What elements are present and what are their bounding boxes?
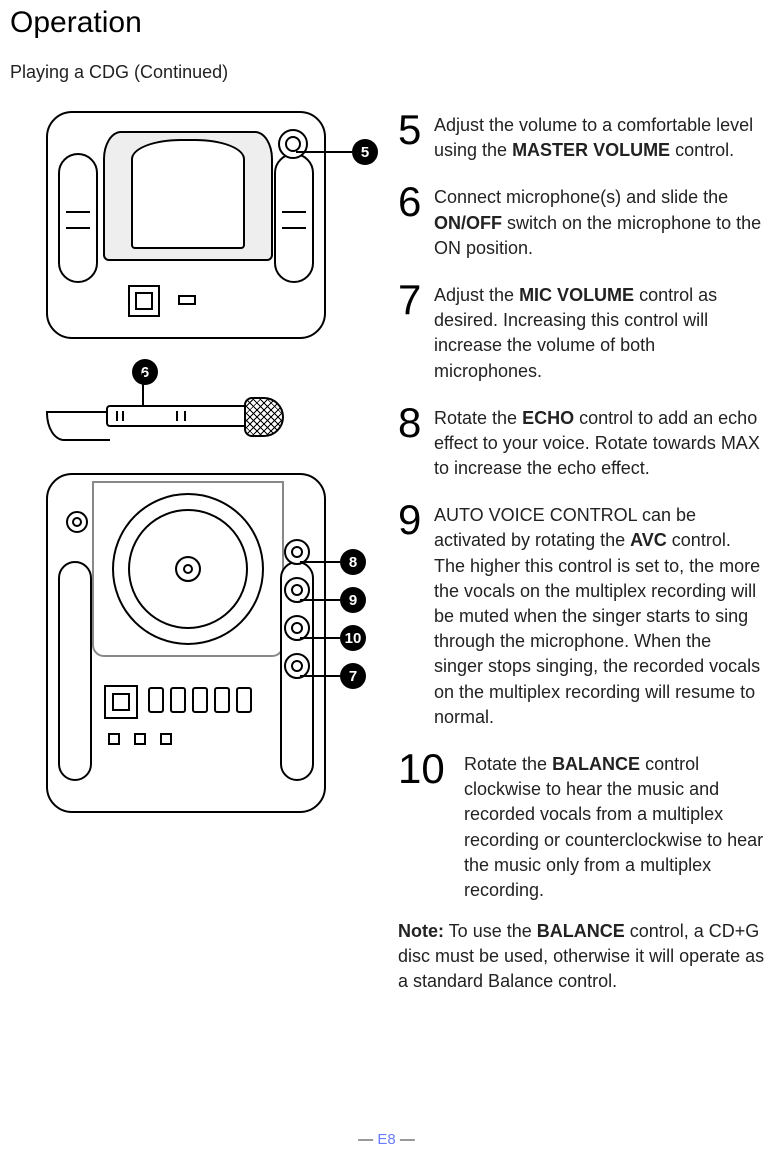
microphone-illustration: 6 [46, 373, 326, 459]
callout-7: 7 [300, 663, 366, 689]
device-top-illustration: 5 [10, 111, 380, 339]
step-number: 6 [398, 183, 426, 221]
callout-9: 9 [300, 587, 366, 613]
callout-6: 6 [132, 359, 158, 385]
device-bottom-illustration: 8 9 10 7 [10, 473, 380, 813]
callout-dot: 8 [340, 549, 366, 575]
page-number: E8 [377, 1131, 395, 1148]
step-text: Adjust the MIC VOLUME control as desired… [434, 281, 765, 384]
microphone-head-icon [244, 397, 284, 437]
leader-line [300, 675, 340, 677]
callout-dot: 9 [340, 587, 366, 613]
device-handle-left [58, 153, 98, 283]
callout-dot: 6 [132, 359, 158, 385]
step-8: 8 Rotate the ECHO control to add an echo… [398, 404, 765, 482]
device-handle-right [274, 153, 314, 283]
step-5: 5 Adjust the volume to a comfortable lev… [398, 111, 765, 163]
leader-line [142, 373, 144, 405]
step-number: 5 [398, 111, 426, 149]
step-number: 10 [398, 750, 456, 788]
leader-line [300, 561, 340, 563]
step-6: 6 Connect microphone(s) and slide the ON… [398, 183, 765, 261]
microphone-cable-icon [46, 411, 110, 441]
step-10: 10 Rotate the BALANCE control clockwise … [398, 750, 765, 903]
device-top [46, 111, 326, 339]
device-handle-left [58, 561, 92, 781]
callout-10: 10 [300, 625, 366, 651]
steps-column: 5 Adjust the volume to a comfortable lev… [398, 111, 765, 995]
microphone-body-icon [106, 405, 246, 427]
callout-dot: 5 [352, 139, 378, 165]
step-7: 7 Adjust the MIC VOLUME control as desir… [398, 281, 765, 384]
page-title: Operation [10, 6, 765, 40]
step-number: 9 [398, 501, 426, 539]
step-text: Rotate the ECHO control to add an echo e… [434, 404, 765, 482]
leader-line [300, 637, 340, 639]
note-text: Note: To use the BALANCE control, a CD+G… [398, 919, 765, 995]
callout-dot: 7 [340, 663, 366, 689]
step-text: Adjust the volume to a comfortable level… [434, 111, 765, 163]
callout-dot: 10 [340, 625, 366, 651]
callout-5: 5 [296, 139, 378, 165]
step-text: Connect microphone(s) and slide the ON/O… [434, 183, 765, 261]
step-number: 7 [398, 281, 426, 319]
device-bottom [46, 473, 326, 813]
device-jack [128, 285, 160, 317]
callout-8: 8 [300, 549, 366, 575]
leader-line [296, 151, 352, 153]
page-footer: — E8 — [0, 1131, 773, 1148]
device-screen [103, 131, 273, 261]
section-subtitle: Playing a CDG (Continued) [10, 62, 765, 83]
device-indicators [108, 733, 172, 745]
disc-icon [112, 493, 264, 645]
device-small-button [178, 295, 196, 305]
device-button-row [148, 687, 252, 713]
device-jack [104, 685, 138, 719]
step-9: 9 AUTO VOICE CONTROL can be activated by… [398, 501, 765, 730]
device-badge-icon [66, 511, 88, 533]
leader-line [300, 599, 340, 601]
illustration-column: 5 6 [10, 111, 380, 995]
step-text: Rotate the BALANCE control clockwise to … [464, 750, 765, 903]
content-row: 5 6 [10, 111, 765, 995]
step-number: 8 [398, 404, 426, 442]
step-text: AUTO VOICE CONTROL can be activated by r… [434, 501, 765, 730]
